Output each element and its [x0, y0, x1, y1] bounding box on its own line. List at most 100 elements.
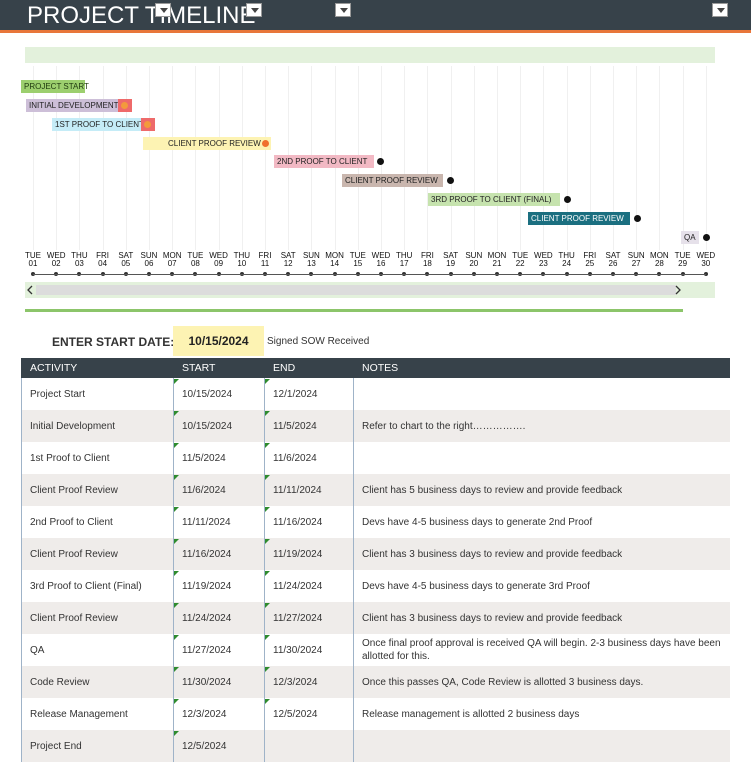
error-indicator [174, 635, 179, 640]
weekday-label: SUN [302, 251, 320, 260]
error-indicator [174, 475, 179, 480]
grid-line [427, 66, 429, 250]
weekday-label: SAT [118, 251, 134, 260]
error-indicator [265, 507, 270, 512]
table-cell: 11/27/2024 [273, 612, 323, 624]
table-row [21, 506, 730, 538]
grid-line [102, 66, 104, 250]
date-label: 28 [654, 259, 664, 268]
milestone: CLIENT PROOF REVIEW [528, 212, 630, 225]
milestone-dot [144, 121, 151, 128]
error-indicator [174, 731, 179, 736]
table-cell: Client Proof Review [30, 612, 118, 624]
grid-line [56, 66, 58, 250]
error-indicator [265, 475, 270, 480]
error-indicator [265, 667, 270, 672]
date-label: 09 [214, 259, 224, 268]
milestone-dot [262, 140, 269, 147]
weekday-label: THU [233, 251, 251, 260]
table-cell: 11/24/2024 [182, 612, 232, 624]
table-row [21, 538, 730, 570]
weekday-label: TUE [349, 251, 366, 260]
table-cell: Client has 3 business days to review and… [362, 612, 623, 624]
date-label: 04 [98, 259, 108, 268]
date-label: 17 [399, 259, 409, 268]
table-row [21, 602, 730, 634]
start-date-input[interactable]: 10/15/2024 [173, 326, 264, 356]
date-label: 19 [446, 259, 456, 268]
milestone: CLIENT PROOF REVIEW [143, 137, 271, 150]
table-cell: Once final proof approval is received QA… [362, 638, 721, 662]
table-cell: Initial Development [30, 420, 116, 432]
table-cell: 3rd Proof to Client (Final) [30, 580, 142, 592]
weekday-label: MON [650, 251, 669, 260]
table-cell: Client has 5 business days to review and… [362, 484, 623, 496]
table-cell: Release Management [30, 708, 128, 720]
date-label: 12 [283, 259, 293, 268]
scroll-left[interactable] [27, 285, 33, 295]
weekday-label: SAT [280, 251, 296, 260]
error-indicator [174, 699, 179, 704]
error-indicator [265, 411, 270, 416]
table-cell: Devs have 4-5 business days to generate … [362, 516, 593, 528]
error-indicator [265, 635, 270, 640]
grid-line [497, 66, 498, 250]
table-cell: 12/5/2024 [273, 708, 318, 720]
table-cell: Project End [30, 740, 82, 752]
grid-line [659, 66, 661, 250]
table-cell: 1st Proof to Client [30, 452, 110, 464]
milestone: 2ND PROOF TO CLIENT [274, 155, 374, 168]
date-label: 24 [562, 259, 572, 268]
table-row [21, 698, 730, 730]
date-label: 07 [167, 259, 177, 268]
date-label: 05 [121, 259, 131, 268]
grid-line [473, 66, 475, 250]
filter-button[interactable] [246, 3, 262, 17]
column-header: NOTES [362, 361, 399, 374]
grid-line [33, 66, 34, 250]
error-indicator [174, 507, 179, 512]
table-cell: Project Start [30, 388, 86, 400]
divider [25, 309, 683, 312]
column-header: END [273, 361, 296, 374]
column-border [353, 378, 354, 762]
date-label: 23 [538, 259, 548, 268]
weekday-label: TUE [25, 251, 41, 260]
start-date-note: Signed SOW Received [267, 336, 370, 347]
weekday-label: FRI [96, 251, 110, 260]
weekday-label: MON [162, 251, 182, 260]
date-label: 26 [608, 259, 618, 268]
error-indicator [174, 603, 179, 608]
table-row [21, 474, 730, 506]
weekday-label: SUN [627, 251, 645, 260]
scroll-right[interactable] [675, 285, 681, 295]
weekday-label: SAT [443, 251, 459, 260]
date-label: 29 [678, 259, 688, 268]
filter-button[interactable] [155, 3, 171, 17]
milestone-dot [703, 234, 710, 241]
milestone: CLIENT PROOF REVIEW [342, 174, 443, 187]
error-indicator [174, 411, 179, 416]
filter-button[interactable] [335, 3, 351, 17]
table-cell: 11/11/2024 [273, 484, 322, 496]
weekday-label: SAT [605, 251, 621, 260]
error-indicator [265, 603, 270, 608]
date-label: 01 [28, 259, 38, 268]
grid-line [520, 66, 522, 250]
table-cell: QA [30, 644, 45, 656]
table-cell: 11/16/2024 [182, 548, 232, 560]
table-cell: Code Review [30, 676, 90, 688]
scroll-thumb[interactable] [36, 285, 676, 295]
column-border [264, 378, 265, 762]
title: PROJECT TIMELINE [27, 2, 256, 29]
table-cell: 12/3/2024 [273, 676, 318, 688]
filter-button[interactable] [712, 3, 728, 17]
date-label: 06 [144, 259, 154, 268]
weekday-label: WED [46, 251, 66, 260]
date-label: 14 [330, 259, 340, 268]
title-band [25, 47, 715, 63]
date-label: 02 [51, 259, 61, 268]
error-indicator [174, 379, 179, 384]
weekday-label: FRI [420, 251, 434, 260]
